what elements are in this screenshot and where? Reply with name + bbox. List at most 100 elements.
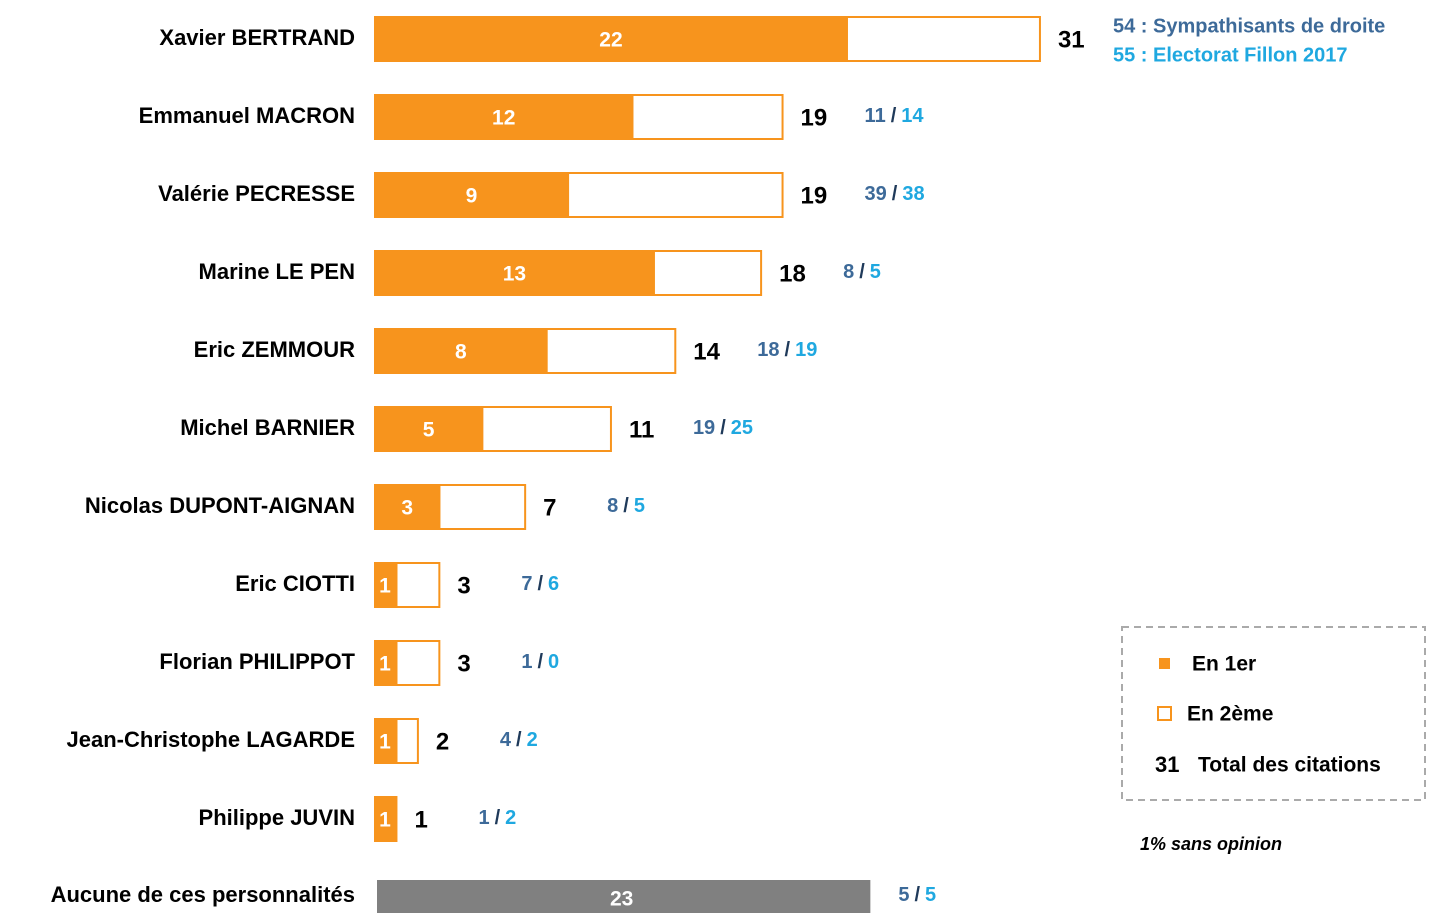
subgroup-value: / — [892, 183, 898, 205]
subgroup-value: 1 — [478, 807, 489, 829]
category-label: Jean-Christophe LAGARDE — [67, 727, 355, 752]
subgroup-label: 19/25 — [693, 417, 753, 439]
subgroup-label: 11/14 — [865, 105, 925, 127]
subgroup-label: 8/5 — [607, 495, 645, 517]
legend-total-sample: 31 — [1155, 752, 1179, 777]
total-label: 18 — [779, 260, 806, 287]
subgroup-value: 2 — [527, 729, 538, 751]
total-label: 2 — [436, 728, 449, 755]
subgroup-value: 4 — [500, 729, 512, 751]
bar-segment — [395, 562, 441, 608]
legend-swatch — [1159, 658, 1170, 669]
bar-value-label: 23 — [610, 888, 633, 911]
subgroup-value: 7 — [521, 573, 532, 595]
bar-segment — [438, 484, 527, 530]
subgroup-value: 14 — [901, 105, 924, 127]
subgroup-value: 5 — [925, 884, 936, 906]
bar-segment — [374, 94, 634, 140]
subgroup-label: 1/0 — [521, 651, 559, 673]
bar-value-label: 8 — [455, 341, 467, 364]
bar-value-label: 22 — [599, 29, 622, 52]
bar-segment — [567, 172, 784, 218]
bar-segment — [845, 16, 1041, 62]
subgroup-value: / — [537, 573, 543, 595]
bar-segment — [395, 640, 441, 686]
category-label: Aucune de ces personnalités — [51, 882, 355, 907]
subgroup-value: / — [623, 495, 629, 517]
subgroup-legend: 54 : Sympathisants de droite — [1113, 15, 1385, 37]
bar-segment — [395, 718, 419, 764]
legend-label: En 2ème — [1187, 703, 1273, 726]
category-label: Emmanuel MACRON — [139, 103, 355, 128]
subgroup-value: / — [720, 417, 726, 439]
bar-segment — [631, 94, 784, 140]
bar-segment — [374, 406, 484, 452]
category-label: Marine LE PEN — [199, 259, 355, 284]
bar-value-label: 1 — [379, 809, 391, 832]
bar-value-label: 13 — [503, 263, 526, 286]
legend-swatch — [1157, 706, 1172, 721]
total-label: 1 — [414, 806, 427, 833]
subgroup-value: 19 — [693, 417, 715, 439]
subgroup-value: / — [516, 729, 522, 751]
category-label: Xavier BERTRAND — [159, 25, 355, 50]
bar-segment — [652, 250, 763, 296]
subgroup-value: 2 — [505, 807, 516, 829]
subgroup-label: 5/5 — [898, 884, 936, 906]
category-label: Michel BARNIER — [180, 415, 355, 440]
subgroup-label: 18 /19 — [757, 339, 817, 361]
bar-segment — [374, 250, 655, 296]
total-label: 19 — [801, 104, 828, 131]
subgroup-value: 18 — [757, 339, 779, 361]
subgroup-value: 39 — [865, 183, 887, 205]
subgroup-value: 0 — [548, 651, 559, 673]
bar-value-label: 1 — [379, 731, 391, 754]
category-label: Florian PHILIPPOT — [159, 649, 355, 674]
subgroup-value: / — [859, 261, 865, 283]
category-label: Valérie PECRESSE — [158, 181, 355, 206]
total-label: 14 — [693, 338, 720, 365]
subgroup-value: 1 — [521, 651, 532, 673]
subgroup-legend: 55 : Electorat Fillon 2017 — [1113, 44, 1348, 66]
subgroup-value: 19 — [795, 339, 817, 361]
bar-segment — [374, 562, 398, 608]
bar-value-label: 1 — [379, 575, 391, 598]
bar-value-label: 5 — [423, 419, 435, 442]
bar-segment — [374, 796, 398, 842]
category-label: Eric CIOTTI — [235, 571, 355, 596]
subgroup-value: 25 — [731, 417, 753, 439]
bar-segment — [374, 640, 398, 686]
total-label: 19 — [801, 182, 828, 209]
bar-segment — [481, 406, 612, 452]
subgroup-label: 8/5 — [843, 261, 881, 283]
subgroup-value: 8 — [607, 495, 618, 517]
total-label: 3 — [457, 572, 470, 599]
subgroup-value: / — [785, 339, 791, 361]
bar-value-label: 1 — [379, 653, 391, 676]
category-label: Eric ZEMMOUR — [194, 337, 355, 362]
subgroup-value: 5 — [870, 261, 881, 283]
bar-segment — [545, 328, 677, 374]
subgroup-label: 4/2 — [500, 729, 538, 751]
subgroup-value: 8 — [843, 261, 854, 283]
category-label: Nicolas DUPONT-AIGNAN — [85, 493, 355, 518]
subgroup-value: / — [891, 105, 897, 127]
subgroup-value: / — [914, 884, 920, 906]
bar — [377, 880, 871, 913]
subgroup-value: / — [537, 651, 543, 673]
subgroup-label: 39/38 — [865, 183, 925, 205]
bar-segment — [374, 172, 570, 218]
bar-segment — [374, 16, 848, 62]
legend-label: Total des citations — [1198, 754, 1381, 777]
total-label: 7 — [543, 494, 556, 521]
subgroup-value: / — [495, 807, 501, 829]
subgroup-label: 1 /2 — [478, 807, 516, 829]
bar-segment — [374, 718, 398, 764]
total-label: 31 — [1058, 26, 1085, 53]
subgroup-value: 5 — [634, 495, 645, 517]
subgroup-value: 38 — [902, 183, 924, 205]
subgroup-label: 7/6 — [521, 573, 559, 595]
total-label: 3 — [457, 650, 470, 677]
subgroup-value: 5 — [898, 884, 909, 906]
